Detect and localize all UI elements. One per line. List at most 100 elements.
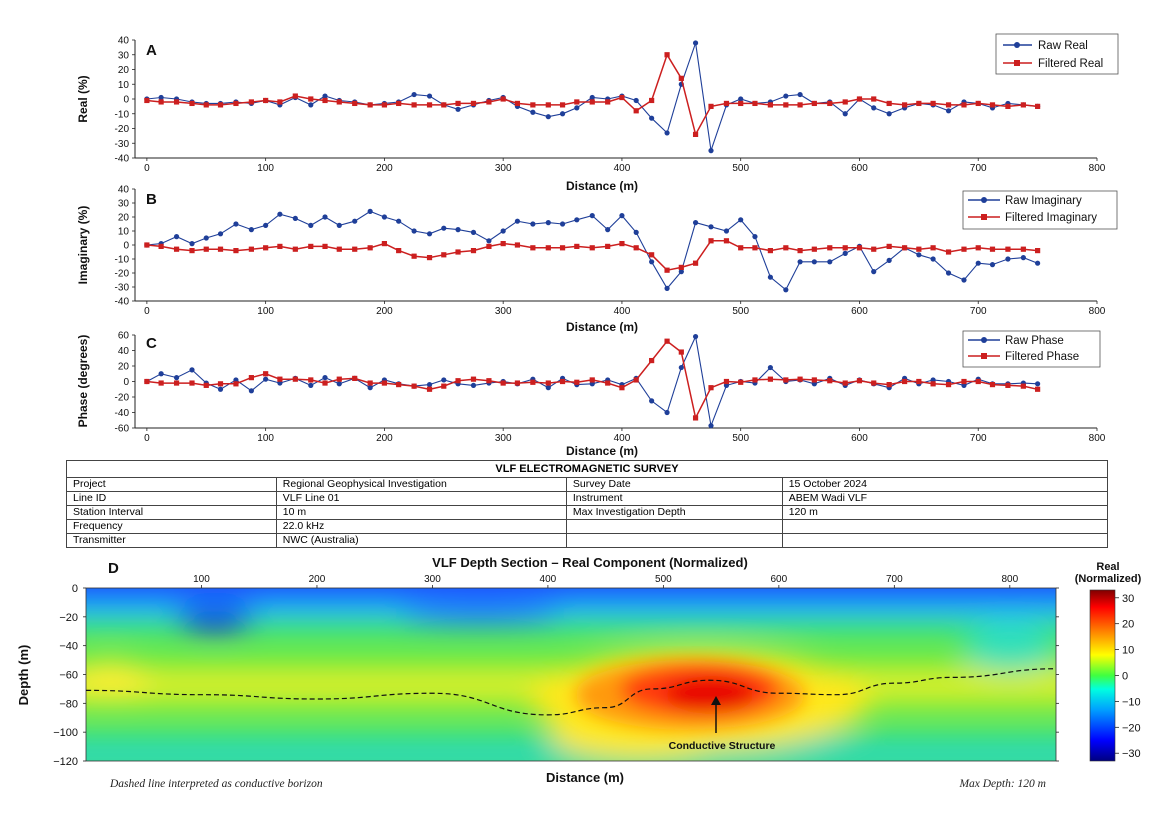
data-point-filtered bbox=[173, 99, 180, 105]
x-tick-label: 700 bbox=[970, 163, 987, 174]
x-tick-label: 500 bbox=[732, 433, 749, 444]
data-point-raw bbox=[322, 93, 328, 99]
x-tick-label: 800 bbox=[1089, 306, 1106, 317]
data-point-filtered bbox=[411, 253, 417, 259]
data-point-filtered bbox=[633, 245, 639, 251]
footnote-right: Max Depth: 120 m bbox=[958, 778, 1046, 790]
data-point-raw bbox=[945, 108, 952, 114]
heatmap-axes: 100 200 300 400 500 600 700 800 0 −20 −40 −60 −80 −10… bbox=[53, 574, 1059, 768]
data-point-filtered bbox=[1035, 103, 1041, 109]
x-tick-label: 500 bbox=[732, 163, 749, 174]
table-cell-v2 bbox=[781, 519, 1109, 534]
table-row: Line ID VLF Line 01 Instrument ABEM Wadi VL… bbox=[66, 491, 1109, 506]
data-point-filtered bbox=[902, 378, 908, 385]
data-point-raw bbox=[248, 388, 254, 394]
data-point-raw bbox=[217, 231, 224, 237]
data-point-filtered bbox=[158, 380, 164, 386]
data-point-filtered bbox=[797, 248, 803, 254]
x-tick-label: 300 bbox=[495, 306, 512, 317]
data-point-filtered bbox=[173, 380, 180, 386]
panel-c-letter: C bbox=[146, 335, 157, 352]
data-point-filtered bbox=[292, 246, 298, 252]
data-point-filtered bbox=[189, 248, 195, 254]
data-point-raw bbox=[455, 106, 461, 112]
data-point-raw bbox=[559, 221, 566, 227]
data-point-filtered bbox=[263, 371, 269, 377]
data-point-filtered bbox=[589, 99, 595, 105]
x-tick-label: 200 bbox=[309, 574, 326, 585]
data-point-raw bbox=[530, 109, 536, 115]
colorbar-tick-label: 0 bbox=[1122, 671, 1128, 683]
x-tick-label: 300 bbox=[424, 574, 441, 585]
y-tick-label: −100 bbox=[53, 727, 78, 739]
y-tick-label: 60 bbox=[118, 331, 130, 342]
data-point-raw bbox=[1035, 260, 1041, 266]
colorbar-title-1: Real bbox=[1096, 561, 1119, 573]
data-point-raw bbox=[664, 285, 670, 291]
data-point-filtered bbox=[381, 380, 388, 386]
data-point-raw bbox=[678, 269, 684, 275]
data-point-filtered bbox=[144, 97, 150, 104]
panel-b-xlabel: Distance (m) bbox=[566, 320, 638, 334]
panel-b-letter: B bbox=[146, 191, 157, 208]
y-tick-label: 0 bbox=[123, 241, 129, 252]
y-tick-label: −20 bbox=[59, 612, 78, 624]
data-point-filtered bbox=[945, 249, 952, 255]
data-point-filtered bbox=[797, 102, 803, 108]
data-point-filtered bbox=[426, 386, 433, 392]
data-point-raw bbox=[664, 130, 670, 136]
data-point-filtered bbox=[530, 379, 536, 385]
data-point-filtered bbox=[144, 378, 150, 385]
data-point-filtered bbox=[605, 380, 611, 386]
legend-raw-imaginary: Raw Imaginary bbox=[1005, 195, 1082, 207]
data-point-raw bbox=[217, 386, 224, 392]
panel-b-chart: -40 -30 -20 -10 0 10 20 30 40 100 200 300 400 500 600 7… bbox=[115, 185, 1106, 318]
data-point-filtered bbox=[322, 97, 328, 104]
table-cell-k1: Line ID bbox=[66, 491, 277, 506]
data-point-filtered bbox=[559, 245, 566, 251]
data-point-raw bbox=[470, 229, 477, 235]
data-point-filtered bbox=[277, 376, 283, 382]
data-point-raw bbox=[842, 250, 848, 256]
annotation-arrow bbox=[711, 696, 721, 733]
data-point-raw bbox=[945, 270, 952, 276]
data-point-raw bbox=[649, 259, 655, 265]
data-point-raw bbox=[381, 214, 388, 220]
data-point-raw bbox=[649, 398, 655, 404]
data-point-filtered bbox=[248, 99, 254, 105]
data-point-filtered bbox=[619, 94, 625, 101]
data-point-filtered bbox=[203, 102, 209, 108]
data-point-raw bbox=[1035, 381, 1041, 387]
data-point-filtered bbox=[1035, 248, 1041, 254]
data-point-filtered bbox=[961, 246, 967, 252]
data-point-filtered bbox=[352, 246, 358, 252]
data-point-filtered bbox=[649, 252, 655, 258]
y-tick-label: −40 bbox=[59, 641, 78, 653]
annotation-label: Conductive Structure bbox=[669, 740, 776, 752]
data-point-raw bbox=[678, 364, 684, 371]
data-point-filtered bbox=[574, 379, 580, 385]
data-point-filtered bbox=[886, 382, 892, 388]
data-point-raw bbox=[367, 208, 373, 214]
data-point-filtered bbox=[678, 264, 684, 270]
data-point-filtered bbox=[426, 102, 433, 108]
data-point-filtered bbox=[173, 246, 180, 252]
data-point-raw bbox=[574, 105, 580, 111]
data-point-raw bbox=[752, 234, 758, 240]
data-point-filtered bbox=[797, 376, 803, 382]
data-point-raw bbox=[396, 218, 402, 224]
x-tick-label: 100 bbox=[257, 163, 274, 174]
table-cell-k1: Frequency bbox=[66, 519, 277, 534]
data-point-filtered bbox=[574, 99, 580, 105]
data-point-raw bbox=[692, 220, 699, 226]
data-point-filtered bbox=[322, 243, 328, 249]
data-point-raw bbox=[989, 262, 996, 268]
table-cell-v1: Regional Geophysical Investigation bbox=[275, 477, 567, 492]
data-point-filtered bbox=[217, 102, 224, 108]
y-tick-label: -20 bbox=[115, 393, 130, 404]
table-cell-v1: 22.0 kHz bbox=[275, 519, 567, 534]
table-cell-k2: Survey Date bbox=[565, 477, 783, 492]
data-point-raw bbox=[233, 221, 239, 227]
data-point-filtered bbox=[811, 100, 817, 107]
data-point-raw bbox=[692, 333, 699, 340]
